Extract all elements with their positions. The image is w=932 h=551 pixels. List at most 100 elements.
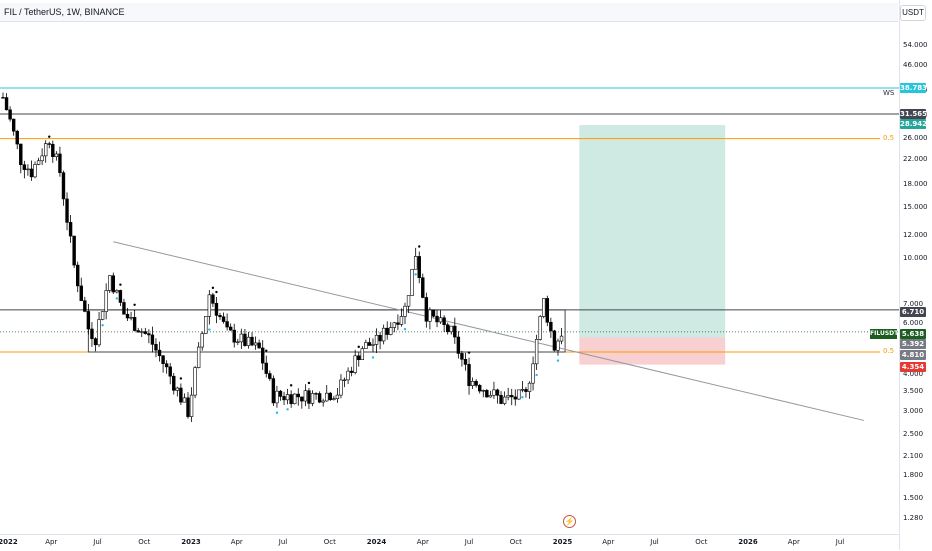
candle (488, 394, 493, 398)
candle (161, 355, 165, 365)
candle (76, 264, 80, 287)
candle (478, 385, 482, 392)
candle (485, 390, 489, 398)
candle (93, 338, 98, 346)
signal-marker (211, 286, 215, 290)
candle (54, 153, 59, 157)
candle (460, 353, 464, 360)
signal-marker (115, 297, 119, 300)
time-tick: Apr (787, 538, 800, 546)
candle (353, 355, 357, 373)
signal-marker (275, 411, 279, 414)
candle (271, 378, 276, 404)
time-tick: Jul (464, 538, 474, 546)
candle (36, 160, 41, 165)
candle (51, 143, 55, 157)
price-tick: 10.000 (903, 254, 928, 263)
candle (236, 341, 240, 343)
time-axis[interactable] (0, 534, 899, 551)
candle (367, 342, 372, 346)
currency-button[interactable]: USDT (900, 5, 926, 21)
candle (445, 324, 450, 333)
candle (364, 342, 368, 349)
candle (157, 349, 162, 357)
resistance-level-tag: 31.565 (900, 109, 928, 119)
candle (499, 395, 503, 404)
candle (321, 400, 325, 403)
candle (136, 330, 140, 333)
candle (552, 330, 557, 351)
candle (453, 325, 457, 338)
time-tick: Apr (230, 538, 243, 546)
candle (392, 322, 397, 328)
candle (413, 256, 418, 270)
candle (257, 342, 261, 349)
candle (22, 164, 27, 170)
signal-marker (101, 324, 104, 327)
candle (100, 311, 105, 320)
candle (207, 294, 212, 317)
candle (385, 327, 389, 335)
candle (449, 325, 453, 333)
ws-level-tag: 38.783 (900, 83, 928, 93)
signal-marker (119, 283, 122, 286)
candle (556, 340, 560, 351)
candle (456, 336, 461, 354)
candle (175, 387, 180, 391)
symbol-title[interactable]: FIL / TetherUS, 1W, BINANCE (4, 7, 125, 17)
candle (371, 344, 375, 346)
candle (172, 375, 176, 391)
candle (250, 336, 254, 346)
candle (463, 358, 468, 365)
candle (115, 290, 119, 293)
price-tick: 15.000 (903, 203, 928, 212)
time-tick: 2025 (552, 538, 573, 546)
candle (559, 335, 564, 342)
signal-marker (307, 381, 311, 385)
stop-level-tag: 4.354 (900, 362, 926, 372)
candle (83, 300, 87, 312)
candle (531, 363, 535, 384)
candle (396, 322, 400, 325)
symbol-price-label: FILUSDT (870, 329, 899, 339)
candle (332, 398, 336, 400)
fib-label-lower: 0.5 (883, 347, 895, 355)
candle (221, 316, 226, 322)
signal-marker (371, 356, 375, 359)
candle (360, 348, 365, 361)
trendline (113, 241, 865, 421)
candle (310, 393, 315, 404)
lightning-icon[interactable]: ⚡ (563, 515, 576, 528)
candle (421, 277, 425, 298)
candle (424, 297, 429, 322)
candle (246, 336, 251, 346)
candle (325, 392, 329, 402)
candle (61, 172, 66, 200)
candle (143, 331, 148, 334)
time-tick: 2023 (181, 538, 201, 546)
signal-marker (48, 135, 51, 138)
candle (58, 153, 62, 173)
candle (275, 390, 279, 404)
time-tick: Apr (602, 538, 615, 546)
signal-marker (414, 273, 417, 276)
price-tick: 54.000 (903, 41, 928, 50)
candle (243, 333, 247, 346)
candle (428, 309, 432, 322)
time-tick: 2022 (0, 538, 18, 546)
candle (406, 295, 411, 307)
candle (97, 319, 101, 346)
time-tick: Oct (323, 538, 336, 546)
candle (492, 389, 496, 396)
time-tick: Oct (509, 538, 522, 546)
current-price-tag: 5.638 (900, 329, 926, 339)
candle (296, 393, 300, 398)
time-tick: Oct (138, 538, 151, 546)
price-tick: 18.000 (903, 180, 928, 189)
candle (193, 367, 197, 396)
candle (435, 315, 439, 323)
candle (168, 366, 172, 377)
candle (549, 321, 553, 332)
